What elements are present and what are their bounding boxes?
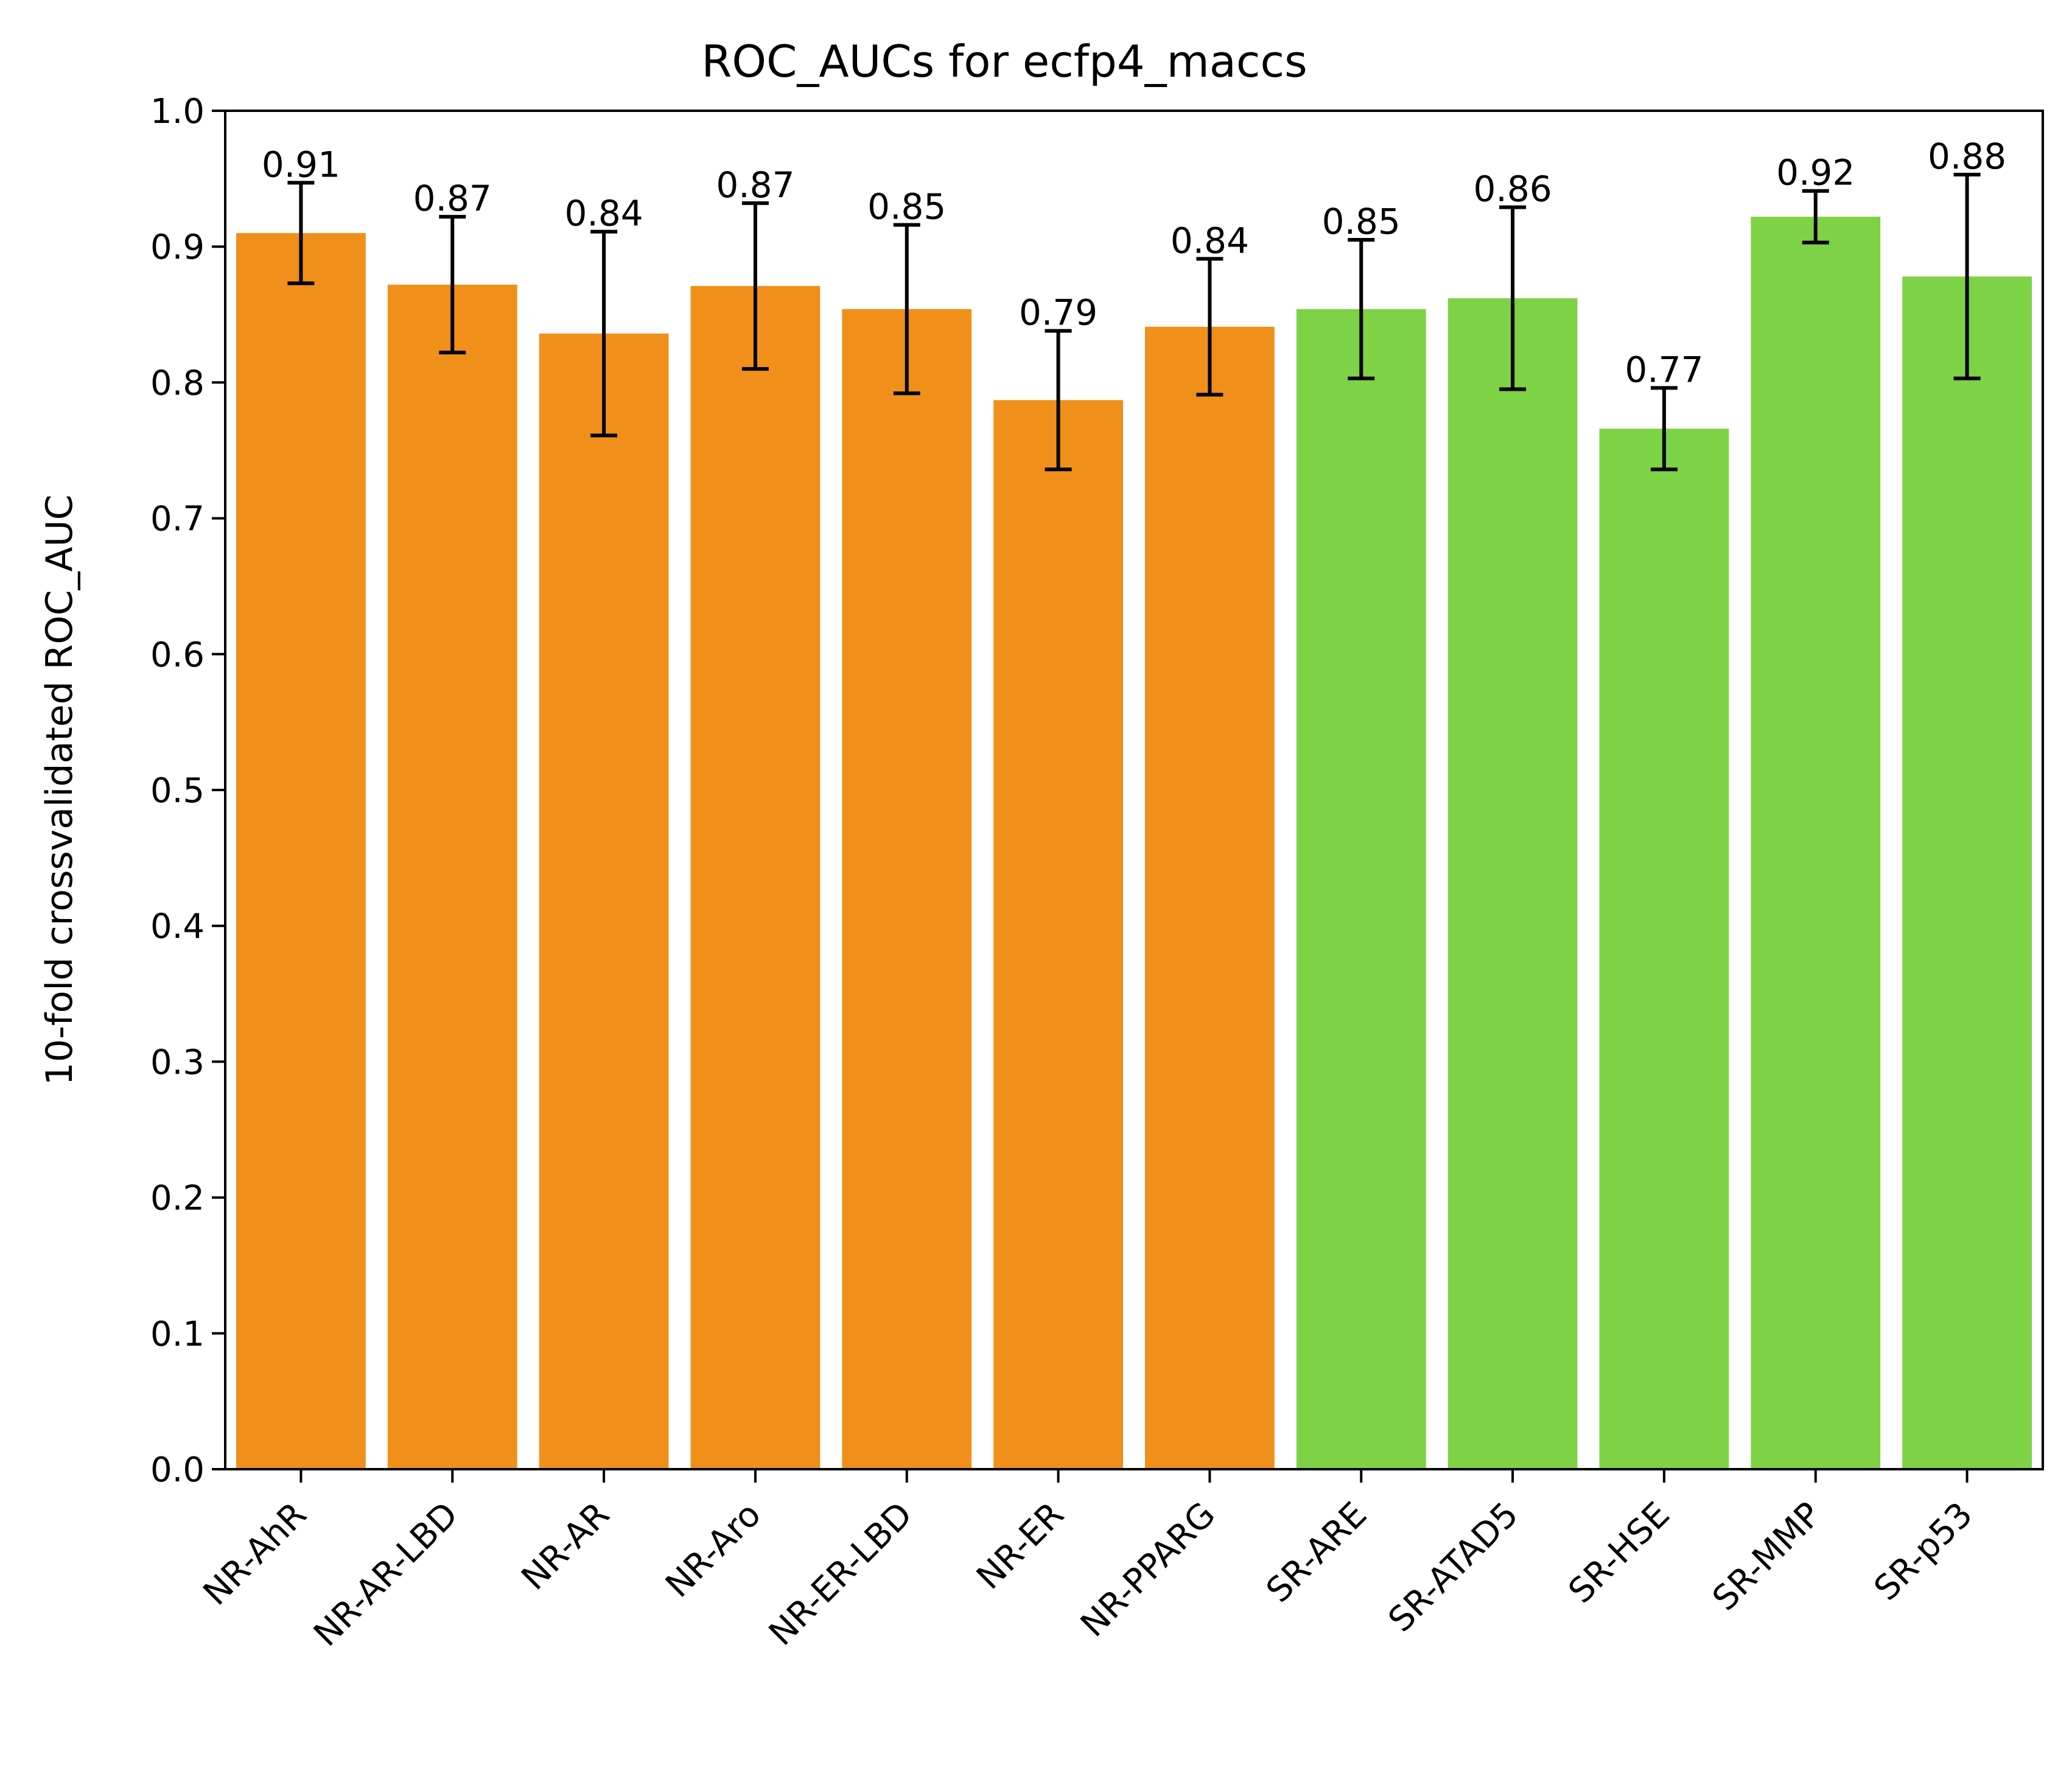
data-label-NR-AR: 0.84 (565, 193, 643, 234)
bar-NR-AhR (236, 232, 366, 1469)
bar-NR-ER-LBD (842, 309, 972, 1469)
plot-frame (224, 110, 2044, 1470)
y-tick-label-0.7: 0.7 (150, 500, 205, 539)
data-label-SR-ARE: 0.85 (1322, 201, 1401, 242)
y-tick-label-0.2: 0.2 (150, 1179, 205, 1218)
y-tick-label-0.4: 0.4 (150, 907, 205, 946)
x-tick-label-SR-ATAD5: SR-ATAD5 (1381, 1495, 1526, 1640)
x-tick-label-NR-AhR: NR-AhR (196, 1495, 315, 1613)
x-tick-label-NR-AR-LBD: NR-AR-LBD (306, 1495, 466, 1654)
data-label-SR-HSE: 0.77 (1625, 349, 1703, 390)
x-tick-label-SR-p53: SR-p53 (1867, 1495, 1981, 1609)
data-label-SR-ATAD5: 0.86 (1474, 168, 1552, 209)
data-label-SR-MMP: 0.92 (1776, 152, 1855, 194)
x-tick-label-SR-HSE: SR-HSE (1561, 1495, 1678, 1611)
data-label-SR-p53: 0.88 (1928, 136, 2006, 177)
chart-title: ROC_AUCs for ecfp4_maccs (701, 36, 1307, 87)
x-tick-label-NR-ER-LBD: NR-ER-LBD (761, 1495, 920, 1654)
x-tick-label-NR-PPARG: NR-PPARG (1073, 1495, 1223, 1644)
bar-SR-p53 (1902, 276, 2032, 1470)
bar-SR-HSE (1599, 428, 1729, 1469)
error-bars-layer (287, 172, 1981, 472)
bar-NR-PPARG (1145, 326, 1275, 1470)
data-label-NR-AhR: 0.91 (262, 144, 340, 185)
data-label-NR-ER: 0.79 (1019, 292, 1097, 334)
data-labels-layer: 0.91 0.87 0.84 0.87 0.85 0.79 0.84 0.85 0.86 0.77… (262, 136, 2006, 390)
y-tick-label-0.1: 0.1 (150, 1315, 205, 1354)
bars-layer (236, 217, 2032, 1470)
x-tick-label-NR-Aro: NR-Aro (658, 1495, 769, 1606)
x-tick-label-NR-ER: NR-ER (969, 1495, 1071, 1597)
x-tick-label-SR-MMP: SR-MMP (1705, 1495, 1829, 1619)
y-axis: 0.0 0.1 0.2 0.3 0.4 0.5 0.6 0.7 0.8 0.9 1.0 (150, 92, 225, 1490)
y-tick-label-0.8: 0.8 (150, 363, 205, 403)
bar-NR-Aro (690, 285, 821, 1470)
y-tick-label-0.6: 0.6 (150, 635, 205, 675)
bar-SR-MMP (1751, 217, 1881, 1470)
y-tick-label-0.0: 0.0 (150, 1450, 205, 1490)
y-tick-label-0.5: 0.5 (150, 771, 205, 811)
y-axis-label: 10-fold crossvalidated ROC_AUC (38, 495, 81, 1086)
data-label-NR-PPARG: 0.84 (1171, 220, 1249, 261)
y-tick-label-0.9: 0.9 (150, 228, 205, 267)
bar-NR-ER (993, 400, 1123, 1469)
data-label-NR-Aro: 0.87 (716, 164, 794, 206)
y-tick-label-1.0: 1.0 (150, 92, 205, 131)
bar-SR-ATAD5 (1447, 298, 1578, 1469)
bar-NR-AR (539, 334, 669, 1469)
x-tick-label-NR-AR: NR-AR (514, 1495, 617, 1598)
data-label-NR-ER-LBD: 0.85 (867, 186, 946, 227)
y-tick-label-0.3: 0.3 (150, 1043, 205, 1082)
data-label-NR-AR-LBD: 0.87 (413, 178, 492, 219)
x-tick-label-SR-ARE: SR-ARE (1259, 1495, 1374, 1610)
bar-NR-AR-LBD (387, 284, 517, 1469)
bar-SR-ARE (1296, 309, 1426, 1469)
